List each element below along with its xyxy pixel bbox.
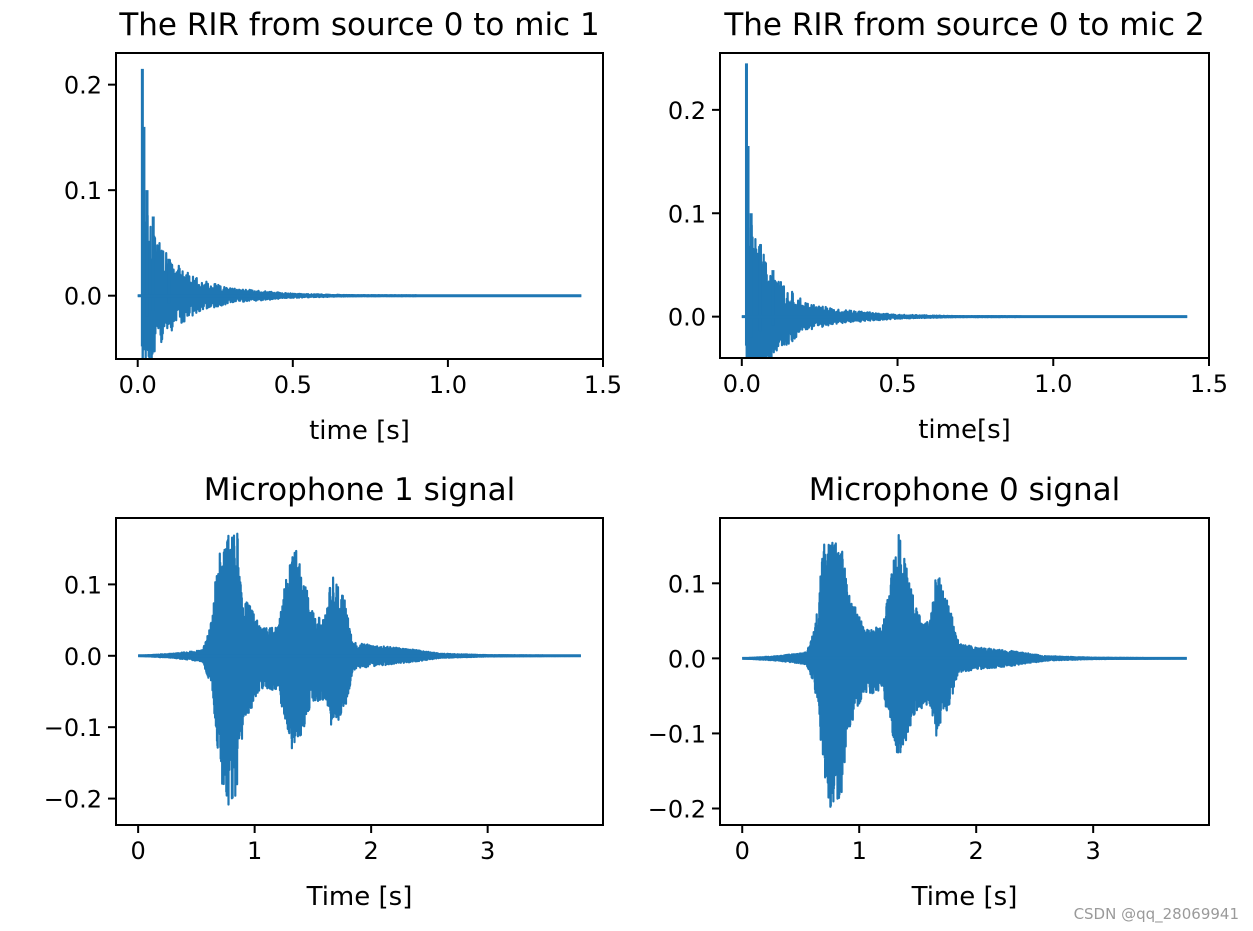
y-tick-label: 0.0: [64, 283, 102, 311]
series-mic0_signal: [741, 534, 1188, 808]
series-mic1_signal: [137, 532, 582, 806]
x-tick-label: 0.0: [119, 371, 157, 399]
y-tick-label: 0.0: [668, 304, 706, 332]
x-tick-label: 2: [969, 837, 984, 865]
x-tick-label: 1.0: [1034, 370, 1072, 398]
y-tick-label: −0.1: [44, 714, 102, 742]
y-tick-label: 0.1: [64, 571, 102, 599]
x-tick-label: 1.5: [584, 371, 622, 399]
subplot-4: Microphone 0 signal 0 1 2 3 −0.2 −0.1 0.0 0.1 Tim…: [648, 472, 1210, 912]
x-tick-label: 1.0: [429, 371, 467, 399]
y-tick-label: 0.0: [668, 645, 706, 673]
axes-frame: [719, 52, 1210, 359]
chart-title: Microphone 0 signal: [809, 472, 1121, 508]
x-tick-label: 3: [1086, 837, 1101, 865]
y-tick-label: −0.2: [648, 795, 706, 823]
y-tick-label: 0.2: [668, 97, 706, 125]
chart-title: The RIR from source 0 to mic 1: [118, 7, 599, 43]
chart-title: The RIR from source 0 to mic 2: [723, 7, 1204, 43]
y-tick-label: 0.0: [64, 643, 102, 671]
x-axis-label: time[s]: [918, 415, 1011, 445]
y-tick-label: 0.2: [64, 72, 102, 100]
subplot-1: The RIR from source 0 to mic 1 0.0 0.5 1.0 1…: [64, 7, 622, 446]
chart-title: Microphone 1 signal: [204, 472, 516, 508]
axes-frame: [115, 52, 604, 360]
x-tick-label: 3: [480, 837, 495, 865]
axes-frame: [115, 517, 604, 826]
x-tick-label: 0.5: [274, 371, 312, 399]
series-rir_s0_m1: [137, 68, 582, 359]
y-tick-label: 0.1: [668, 200, 706, 228]
x-tick-label: 2: [364, 837, 379, 865]
y-tick-label: −0.2: [44, 786, 102, 814]
watermark: CSDN @qq_28069941: [1073, 905, 1239, 923]
x-tick-label: 0: [130, 837, 145, 865]
x-axis-label: time [s]: [309, 416, 410, 446]
x-tick-label: 0.0: [723, 370, 761, 398]
x-tick-label: 0: [735, 837, 750, 865]
y-tick-label: 0.1: [668, 570, 706, 598]
y-tick-label: 0.1: [64, 177, 102, 205]
x-tick-label: 1: [247, 837, 262, 865]
subplot-3: Microphone 1 signal 0 1 2 3 −0.2 −0.1 0.0 0.1 Tim…: [44, 472, 604, 912]
y-tick-label: −0.1: [648, 720, 706, 748]
x-tick-label: 0.5: [878, 370, 916, 398]
axes-frame: [719, 517, 1210, 826]
subplot-2: The RIR from source 0 to mic 2 0.0 0.5 1.0 1…: [668, 7, 1228, 445]
x-tick-label: 1: [852, 837, 867, 865]
x-tick-label: 1.5: [1190, 370, 1228, 398]
series-rir_s0_m2: [741, 63, 1188, 358]
x-axis-label: Time [s]: [306, 882, 413, 912]
x-axis-label: Time [s]: [911, 882, 1018, 912]
